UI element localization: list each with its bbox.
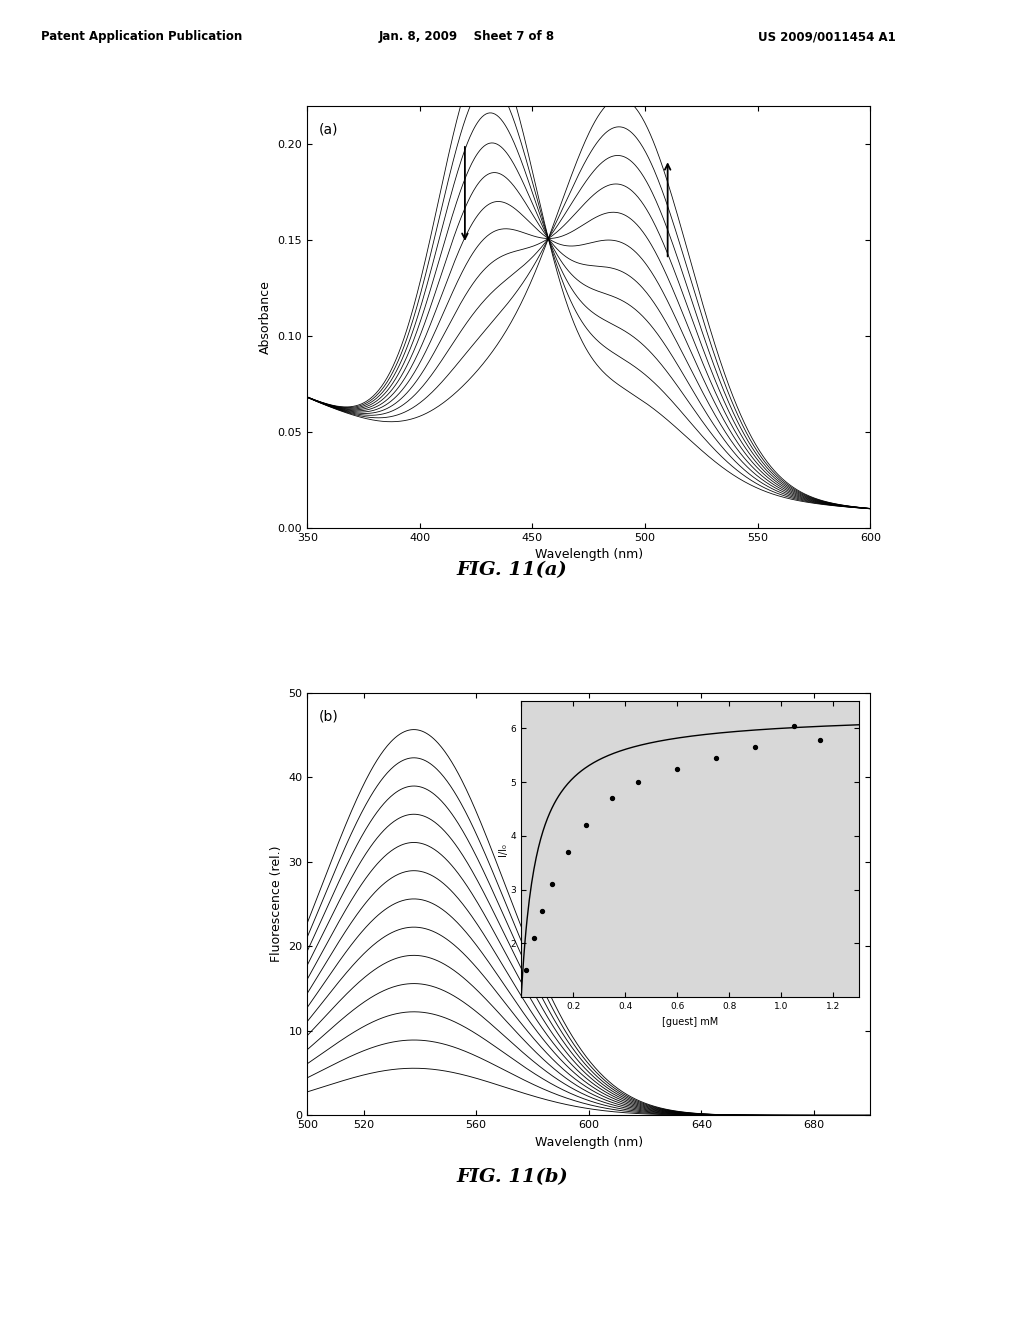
- Text: Jan. 8, 2009    Sheet 7 of 8: Jan. 8, 2009 Sheet 7 of 8: [379, 30, 555, 44]
- Text: FIG. 11(a): FIG. 11(a): [457, 561, 567, 579]
- Y-axis label: Absorbance: Absorbance: [259, 280, 272, 354]
- X-axis label: Wavelength (nm): Wavelength (nm): [535, 548, 643, 561]
- Text: US 2009/0011454 A1: US 2009/0011454 A1: [758, 30, 896, 44]
- Text: FIG. 11(b): FIG. 11(b): [456, 1168, 568, 1187]
- Text: Patent Application Publication: Patent Application Publication: [41, 30, 243, 44]
- Text: (b): (b): [318, 710, 338, 723]
- X-axis label: Wavelength (nm): Wavelength (nm): [535, 1135, 643, 1148]
- Text: (a): (a): [318, 123, 338, 136]
- Y-axis label: Fluorescence (rel.): Fluorescence (rel.): [269, 846, 283, 962]
